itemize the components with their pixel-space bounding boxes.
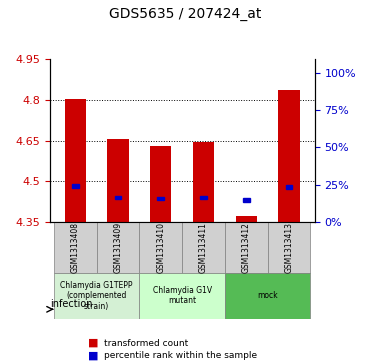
- Text: ■: ■: [88, 351, 98, 361]
- FancyBboxPatch shape: [139, 273, 225, 319]
- Bar: [107, 139, 129, 223]
- Text: GSM1313409: GSM1313409: [114, 222, 122, 273]
- Bar: [278, 90, 300, 223]
- Bar: [193, 142, 214, 223]
- Bar: [115, 196, 121, 200]
- Text: transformed count: transformed count: [104, 339, 188, 347]
- Bar: [72, 184, 79, 188]
- Bar: [286, 185, 292, 188]
- Text: GSM1313408: GSM1313408: [71, 222, 80, 273]
- Text: ■: ■: [88, 338, 98, 348]
- Text: mock: mock: [257, 291, 278, 300]
- FancyBboxPatch shape: [139, 223, 182, 273]
- Text: GSM1313412: GSM1313412: [242, 222, 251, 273]
- Bar: [236, 216, 257, 223]
- Text: GSM1313411: GSM1313411: [199, 222, 208, 273]
- FancyBboxPatch shape: [182, 223, 225, 273]
- Text: Chlamydia G1V
mutant: Chlamydia G1V mutant: [152, 286, 212, 306]
- FancyBboxPatch shape: [225, 273, 311, 319]
- FancyBboxPatch shape: [54, 223, 96, 273]
- Bar: [243, 199, 250, 202]
- Text: infection: infection: [50, 299, 93, 310]
- Bar: [200, 196, 207, 200]
- FancyBboxPatch shape: [54, 273, 139, 319]
- Text: GDS5635 / 207424_at: GDS5635 / 207424_at: [109, 7, 262, 21]
- Text: Chlamydia G1TEPP
(complemented
strain): Chlamydia G1TEPP (complemented strain): [60, 281, 133, 311]
- FancyBboxPatch shape: [267, 223, 311, 273]
- FancyBboxPatch shape: [225, 223, 267, 273]
- Text: GSM1313413: GSM1313413: [285, 222, 293, 273]
- Text: GSM1313410: GSM1313410: [156, 222, 165, 273]
- Bar: [150, 146, 171, 223]
- Text: percentile rank within the sample: percentile rank within the sample: [104, 351, 257, 360]
- FancyBboxPatch shape: [96, 223, 139, 273]
- Bar: [157, 197, 164, 200]
- Bar: [65, 99, 86, 223]
